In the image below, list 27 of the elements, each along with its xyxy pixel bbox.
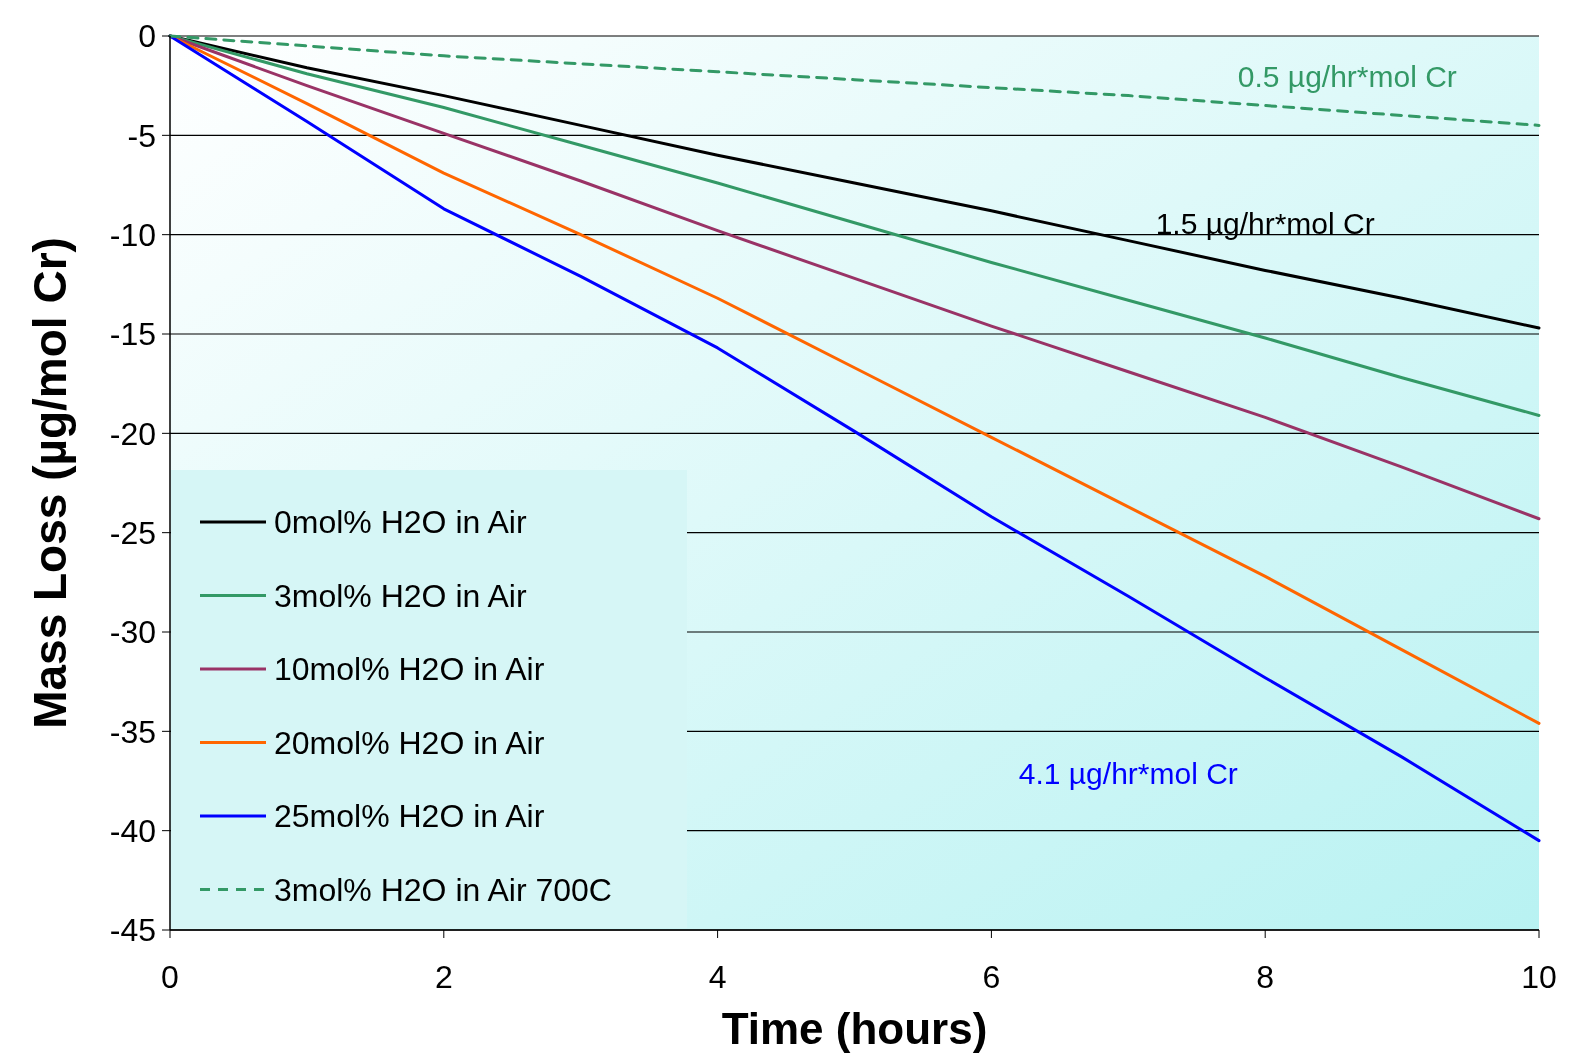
y-tick-label: -20 — [109, 415, 156, 452]
y-axis-title: Mass Loss (µg/mol Cr) — [24, 237, 76, 729]
y-tick-label: -30 — [109, 614, 156, 651]
annotation: 0.5 µg/hr*mol Cr — [1237, 59, 1457, 93]
y-tick-label: 0 — [138, 18, 156, 55]
legend-label: 20mol% H2O in Air — [274, 724, 545, 761]
x-tick-label: 2 — [434, 959, 453, 995]
legend-label: 3mol% H2O in Air 700C — [274, 871, 612, 908]
y-tick-label: -35 — [109, 713, 156, 750]
y-tick-label: -15 — [109, 316, 156, 353]
x-tick-label: 8 — [1256, 959, 1275, 995]
y-tick-label: -10 — [109, 216, 156, 253]
x-tick-label: 0 — [161, 959, 179, 995]
x-axis-title: Time (hours) — [721, 1004, 988, 1053]
legend-label: 3mol% H2O in Air — [274, 577, 527, 614]
y-tick-label: -45 — [109, 912, 156, 949]
annotation: 4.1 µg/hr*mol Cr — [1018, 757, 1238, 791]
y-tick-label: -40 — [109, 812, 156, 849]
annotation: 1.5 µg/hr*mol Cr — [1155, 207, 1375, 241]
x-tick-label: 6 — [982, 959, 1001, 995]
legend-label: 25mol% H2O in Air — [274, 798, 545, 835]
x-tick-label: 4 — [708, 959, 727, 995]
legend-label: 10mol% H2O in Air — [274, 651, 545, 688]
y-tick-label: -25 — [109, 514, 156, 551]
legend-label: 0mol% H2O in Air — [274, 504, 527, 541]
x-tick-label: 10 — [1521, 959, 1557, 995]
y-tick-label: -5 — [127, 117, 156, 154]
